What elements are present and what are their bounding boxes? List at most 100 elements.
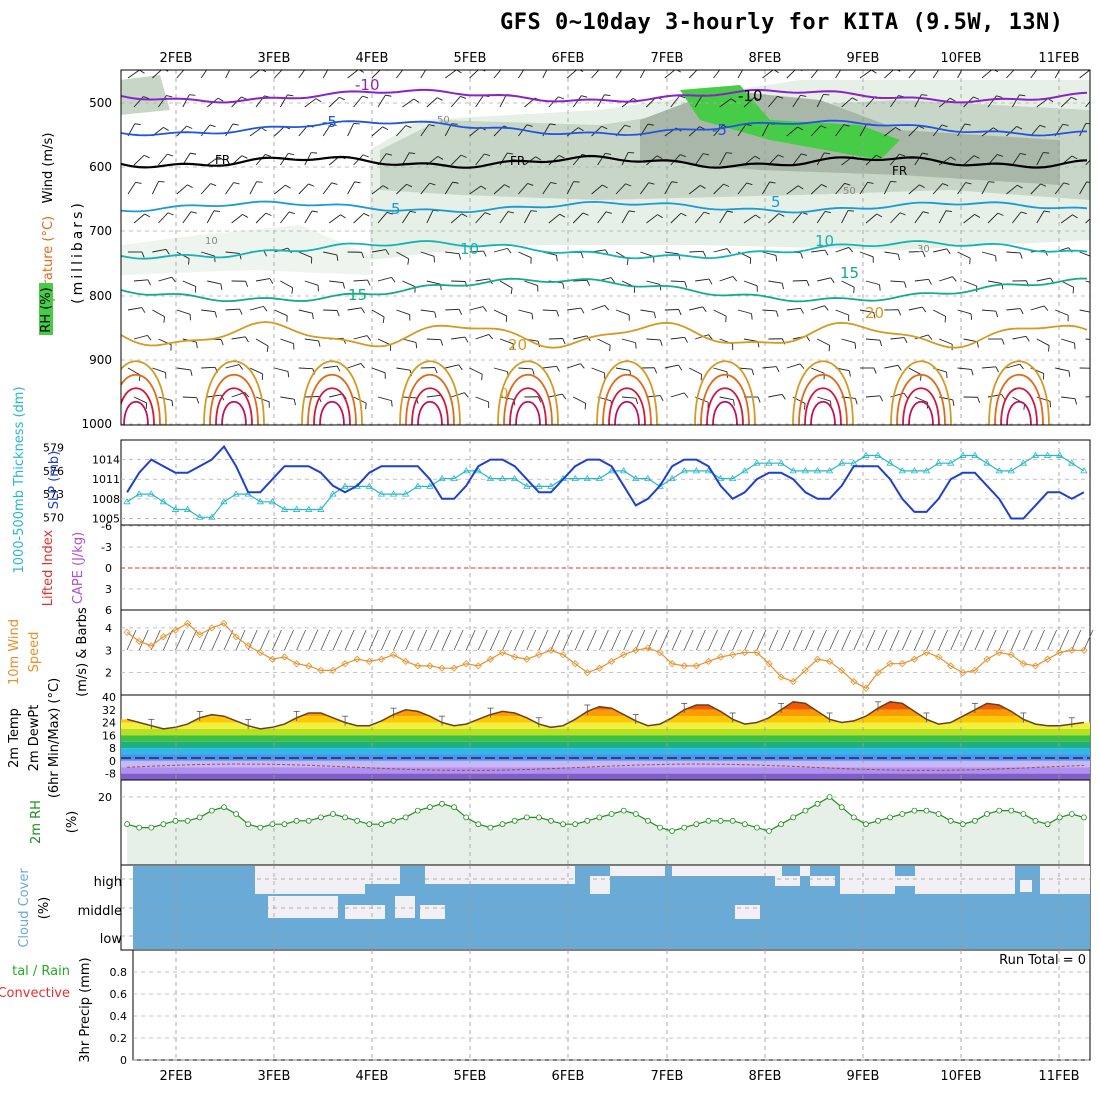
wind-barb-flag [336,365,341,372]
contour-label-fr-b: FR [510,154,525,168]
wind-barb [133,334,148,340]
wind10m-marker [159,633,167,641]
thickness-marker [741,467,749,474]
wind-barb [841,210,849,224]
boundary-layer-contour [209,373,259,425]
wind10m-marker [1080,646,1088,654]
wind-barb [963,338,978,343]
wind-barb [469,367,483,375]
wind-barb [152,309,165,318]
boundary-layer-contour [908,400,934,425]
ylabel-temp2m-1: 2m Temp [7,708,22,768]
wind-barb [402,98,415,108]
boundary-layer-contour [890,360,952,425]
wind-barb [737,124,747,137]
temperature-contour [121,200,1088,214]
wind-barb [371,367,386,374]
thickness-marker [244,490,252,497]
wind-barb-flag [166,95,173,98]
wind-barb-flag [949,97,956,102]
wind-barb-flag [799,363,805,369]
boundary-layer-contour [614,400,640,425]
date-label-top: 5FEB [454,51,487,66]
wind-barb [475,334,489,340]
rh2m-marker [330,811,336,817]
wind-barb-flag [944,316,947,323]
wind-barb [493,247,508,253]
wind-barb [323,251,337,256]
wind-barb [518,367,533,370]
wind-barb-flag [855,398,858,405]
wind-barb-flag [527,183,534,186]
wind-barb-flag [996,95,1003,98]
wind-barb [908,306,923,311]
wind10m-barb [332,629,343,651]
wind-barb [859,70,872,79]
wind-barb-flag [195,342,198,349]
wind-barb-flag [382,126,389,131]
wind-barb-flag [164,70,169,72]
temp2m-tick-label: 24 [102,717,116,730]
wind-barb [743,214,756,224]
wind10m-barb [150,629,161,651]
wind-barb-flag [726,152,733,154]
wind-barb-flag [562,338,566,345]
wind-barb-flag [330,66,336,67]
wind10m-barb [671,629,682,651]
wind-barb [499,338,514,345]
wind10m-marker [789,678,797,686]
wind-barb [274,184,286,195]
wind-barb-flag [977,397,981,404]
wind-barb [475,95,484,108]
wind-barb-flag [1020,152,1027,156]
wind-barb-flag [1093,313,1094,319]
temperature-contour [121,154,1088,169]
wind-barb-flag [285,184,291,189]
contour-label-50: 50 [437,115,450,126]
wind10m-barb [187,629,197,651]
wind-barb [225,123,234,137]
wind-barb-flag [366,335,372,341]
wind-barb [670,280,685,283]
wind-barb-flag [941,66,947,67]
wind10m-barb [817,629,827,651]
wind-barb [371,249,386,253]
wind10m-barb [829,629,839,651]
temp2m-tick-label: 32 [102,704,116,717]
wind-barb-flag [821,184,828,188]
wind-barb-flag [269,278,274,284]
rh2m-marker [766,828,772,834]
wind-barb [664,70,676,79]
wind-barb [890,212,901,224]
wind-barb [963,214,975,224]
contour-label-20: 20 [508,336,527,354]
wind-barb [298,367,313,370]
wind-barb-flag [213,210,220,213]
thickness-marker [159,498,168,505]
wind-barb-flag [440,339,444,346]
wind-barb [957,70,963,79]
wind-barb-flag [220,339,224,346]
cloud-grid [121,865,1090,950]
wind-barb-flag [610,277,616,283]
wind-barb-flag [952,399,955,406]
boundary-layer-contour [307,373,357,425]
wind-barb [426,280,441,285]
wind-barb-flag [797,185,804,190]
wind-barb [762,251,777,256]
wind-barb-flag [726,210,733,213]
wind-barb [420,309,435,313]
wind-barb [908,367,922,375]
rh2m-marker [1081,814,1087,821]
wind10m-marker [341,660,349,668]
rh2m-marker [184,817,191,824]
wind-barb [1079,251,1090,257]
wind-barb [884,251,899,255]
wind-barb-flag [974,213,981,218]
wind-barb [1060,280,1074,288]
thickness-marker [862,451,870,458]
wind-barb-flag [942,183,949,187]
wind-barb-flag [1019,308,1024,315]
wind10m-marker [753,648,761,657]
ylabel-rh2m: 2m RH [29,800,44,844]
